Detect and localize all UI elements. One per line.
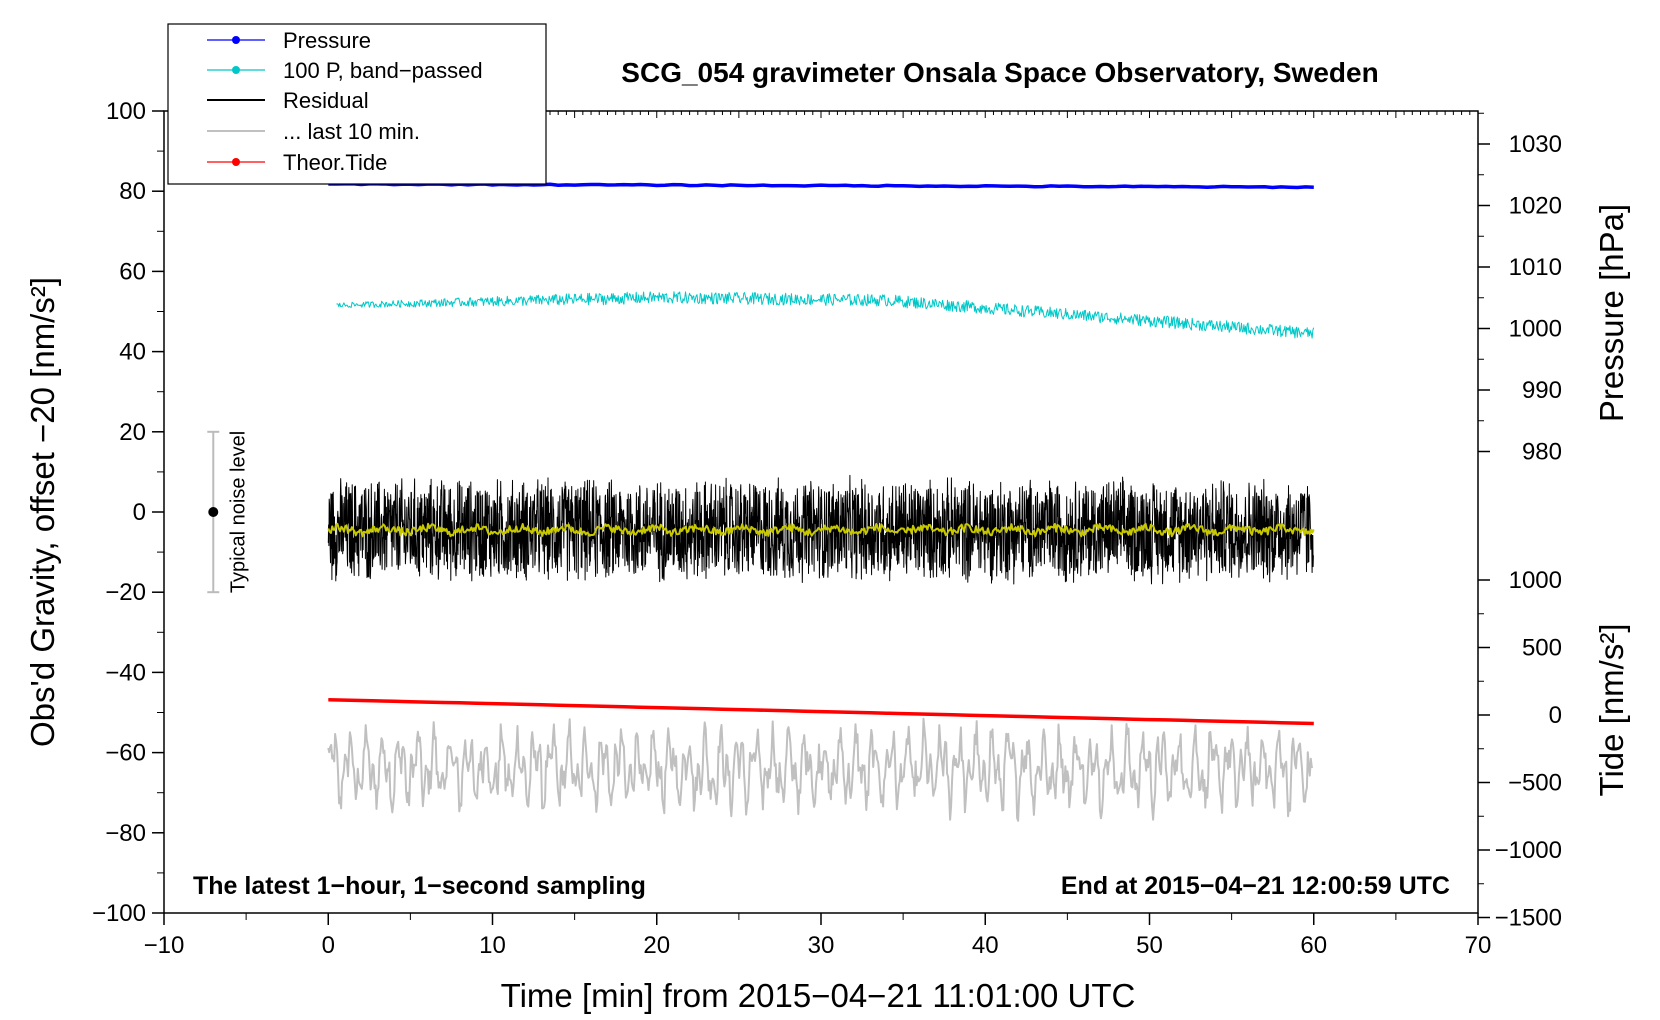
- annotation-left: The latest 1−hour, 1−second sampling: [193, 872, 646, 900]
- tide-tick-label: −1000: [1495, 837, 1562, 864]
- y-tick-label: −60: [105, 740, 146, 767]
- series-pressure-line: [328, 181, 1314, 190]
- tide-tick-label: 0: [1549, 702, 1562, 729]
- x-tick-label: −10: [144, 932, 185, 959]
- tide-tick-label: −1500: [1495, 905, 1562, 932]
- tide-tick-label: 500: [1522, 635, 1562, 662]
- y-right-axis-ticks: 1030 1020 1010 1000 990 980 1000 500 0 −500 −1000 −…: [1478, 112, 1562, 932]
- x-tick-label: 0: [322, 932, 335, 959]
- pressure-tick-label: 990: [1522, 377, 1562, 404]
- y-tick-label: 80: [119, 178, 146, 205]
- legend-item-last10: ... last 10 min.: [207, 119, 420, 144]
- chart-title: SCG_054 gravimeter Onsala Space Observat…: [621, 57, 1378, 88]
- y-tick-label: −80: [105, 820, 146, 847]
- legend-item-tide: Theor.Tide: [207, 150, 387, 175]
- annotation-right: End at 2015−04−21 12:00:59 UTC: [1061, 872, 1450, 900]
- legend-label-pressure: Pressure: [283, 28, 371, 53]
- x-tick-label: 40: [972, 932, 999, 959]
- y-tick-label: −20: [105, 579, 146, 606]
- y-right-top-axis-label: Pressure [hPa]: [1593, 204, 1630, 422]
- y-right-bottom-axis-label: Tide [nm/s²]: [1593, 624, 1630, 797]
- legend: Pressure 100 P, band−passed Residual ...…: [167, 23, 547, 185]
- y-tick-label: 60: [119, 258, 146, 285]
- y-tick-label: 40: [119, 339, 146, 366]
- pressure-tick-label: 980: [1522, 439, 1562, 466]
- series-residual-line: [327, 474, 1314, 585]
- y-tick-label: −40: [105, 659, 146, 686]
- x-axis-label: Time [min] from 2015−04−21 11:01:00 UTC: [501, 977, 1136, 1014]
- legend-item-residual: Residual: [207, 88, 369, 113]
- y-tick-label: 20: [119, 419, 146, 446]
- noise-bar: Typical noise level: [207, 430, 249, 594]
- legend-label-tide: Theor.Tide: [283, 150, 387, 175]
- tide-tick-label: −500: [1508, 770, 1562, 797]
- x-tick-label: 20: [643, 932, 670, 959]
- pressure-tick-label: 1000: [1509, 316, 1562, 343]
- y-tick-label: −100: [92, 900, 146, 927]
- legend-item-pressure: Pressure: [207, 28, 371, 53]
- series-layer: [327, 181, 1315, 822]
- y-tick-label: 0: [133, 499, 146, 526]
- pressure-tick-label: 1030: [1509, 131, 1562, 158]
- pressure-tick-label: 1020: [1509, 193, 1562, 220]
- series-bandpassed-line: [336, 291, 1315, 339]
- legend-item-bandpassed: 100 P, band−passed: [207, 58, 483, 83]
- series-last10-line: [327, 717, 1314, 822]
- tide-tick-label: 1000: [1509, 567, 1562, 594]
- x-axis-ticks: −10 0 10 20 30 40 50 60 70: [144, 913, 1492, 959]
- x-tick-label: 10: [479, 932, 506, 959]
- legend-label-bandpassed: 100 P, band−passed: [283, 58, 483, 83]
- y-left-axis-label: Obs'd Gravity, offset −20 [nm/s²]: [24, 277, 61, 747]
- x-tick-label: 30: [808, 932, 835, 959]
- x-tick-label: 60: [1300, 932, 1327, 959]
- series-tide-line: [328, 697, 1314, 726]
- legend-label-last10: ... last 10 min.: [283, 119, 420, 144]
- pressure-tick-label: 1010: [1509, 254, 1562, 281]
- y-left-axis-ticks: 100 80 60 40 20 0 −20 −40 −60 −80 −100: [92, 98, 164, 927]
- series-smoothed-line: [327, 522, 1315, 538]
- y-tick-label: 100: [106, 98, 146, 125]
- x-tick-label: 50: [1136, 932, 1163, 959]
- legend-label-residual: Residual: [283, 88, 369, 113]
- legend-box: [167, 23, 547, 185]
- x-tick-label: 70: [1465, 932, 1492, 959]
- noise-label: Typical noise level: [227, 431, 249, 593]
